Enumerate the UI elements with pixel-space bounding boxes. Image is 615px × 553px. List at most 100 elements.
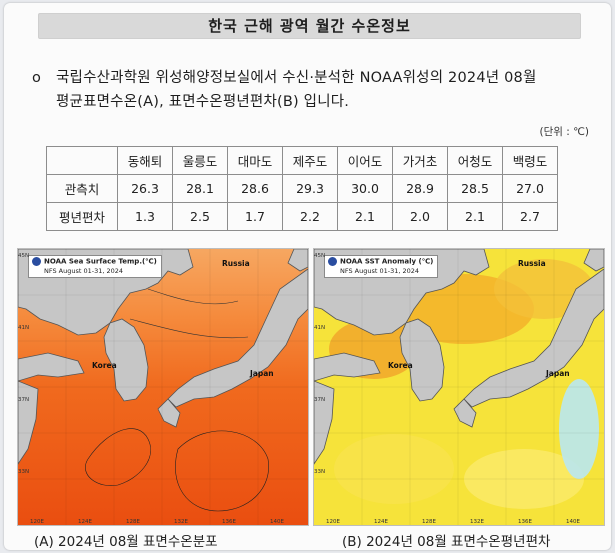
column-header: 동해퇴 (117, 146, 173, 175)
intro-line-1: 국립수산과학원 위성해양정보실에서 수신·분석한 NOAA위성의 2024년 0… (56, 70, 537, 86)
temperature-table: 동해퇴 울릉도 대마도 제주도 이어도 가거초 어청도 백령도 관측치 26.3… (46, 146, 558, 231)
document-page: 한국 근해 광역 월간 수온정보 o 국립수산과학원 위성해양정보실에서 수신·… (4, 3, 611, 550)
hokkaido-land (583, 249, 604, 272)
sst-legend: NOAA Sea Surface Temp.(℃) NFS August 01-… (28, 255, 162, 278)
column-header: 이어도 (337, 146, 393, 175)
table-cell: 29.3 (282, 174, 338, 203)
bullet-mark: o (32, 70, 42, 86)
column-header: 대마도 (227, 146, 283, 175)
japan-land (167, 268, 308, 408)
anomaly-legend: NOAA SST Anomaly (℃) NFS August 01-31, 2… (324, 255, 439, 278)
shandong-land (18, 352, 85, 382)
table-cell: 1.3 (117, 202, 173, 231)
table-cell: 28.6 (227, 174, 283, 203)
lat-tick: 33N (314, 469, 326, 475)
table-row: 평년편차 1.3 2.5 1.7 2.2 2.1 2.0 2.1 2.7 (46, 202, 558, 231)
lon-tick: 140E (270, 519, 284, 525)
lat-tick: 37N (18, 397, 30, 403)
table-cell: 2.5 (172, 202, 228, 231)
lat-tick: 45N (18, 253, 30, 259)
lat-tick: 41N (314, 325, 326, 331)
graticule (18, 249, 308, 525)
unit-label: (단위 : ℃) (539, 126, 589, 138)
contour-line (129, 318, 249, 339)
caption-sst: (A) 2024년 08월 표면수온분포 (34, 534, 218, 550)
korea-land (399, 318, 445, 402)
hokkaido-land (287, 249, 308, 272)
lat-tick: 41N (18, 325, 30, 331)
intro-paragraph: o 국립수산과학원 위성해양정보실에서 수신·분석한 NOAA위성의 2024년… (32, 66, 594, 114)
sst-map: NOAA Sea Surface Temp.(℃) NFS August 01-… (17, 248, 309, 526)
table-cell: 2.7 (502, 202, 558, 231)
table-header-row: 동해퇴 울릉도 대마도 제주도 이어도 가거초 어청도 백령도 (46, 146, 558, 175)
table-cell: 2.1 (447, 202, 503, 231)
lon-tick: 136E (518, 519, 532, 525)
lon-tick: 120E (30, 519, 44, 525)
graticule (314, 249, 604, 525)
noaa-logo-icon (328, 257, 337, 266)
table-cell: 2.1 (337, 202, 393, 231)
china-coast-land (314, 380, 335, 465)
table-cell: 28.1 (172, 174, 228, 203)
map-panels: NOAA Sea Surface Temp.(℃) NFS August 01-… (17, 248, 607, 526)
table-cell: 27.0 (502, 174, 558, 203)
lon-tick: 124E (374, 519, 388, 525)
table-cell: 28.5 (447, 174, 503, 203)
mild-patch (464, 449, 584, 509)
lat-tick: 45N (314, 253, 326, 259)
caption-anomaly: (B) 2024년 08월 표면수온평년편차 (342, 534, 551, 550)
lon-tick: 136E (222, 519, 236, 525)
sst-map-graphic (18, 249, 308, 525)
lon-tick: 132E (470, 519, 484, 525)
lon-tick: 128E (126, 519, 140, 525)
korea-label: Korea (92, 361, 117, 370)
japan-label: Japan (250, 369, 274, 378)
lon-tick: 132E (174, 519, 188, 525)
contour-line (147, 288, 239, 305)
china-coast-land (18, 380, 39, 465)
lon-tick: 120E (326, 519, 340, 525)
table-cell: 2.0 (392, 202, 448, 231)
column-header: 어청도 (447, 146, 503, 175)
russia-label: Russia (518, 259, 546, 268)
mild-patch (334, 434, 454, 504)
row-header: 관측치 (46, 174, 118, 203)
lat-tick: 33N (18, 469, 30, 475)
column-header: 제주도 (282, 146, 338, 175)
japan-land (463, 268, 604, 408)
lon-tick: 128E (422, 519, 436, 525)
column-header: 울릉도 (172, 146, 228, 175)
lat-tick: 37N (314, 397, 326, 403)
anomaly-legend-date: NFS August 01-31, 2024 (340, 266, 420, 275)
kyushu-land (157, 398, 181, 428)
table-cell: 1.7 (227, 202, 283, 231)
cool-patch (559, 379, 599, 479)
sst-legend-title: NOAA Sea Surface Temp.(℃) (44, 257, 157, 266)
lon-tick: 124E (78, 519, 92, 525)
contour-line (175, 430, 269, 512)
anomaly-map-graphic (314, 249, 604, 525)
shandong-land (314, 352, 381, 382)
intro-line-2: 평균표면수온(A), 표면수온평년편차(B) 입니다. (56, 94, 350, 110)
table-cell: 28.9 (392, 174, 448, 203)
japan-label: Japan (546, 369, 570, 378)
anomaly-legend-title: NOAA SST Anomaly (℃) (340, 257, 434, 266)
sst-legend-date: NFS August 01-31, 2024 (44, 266, 124, 275)
anomaly-map: NOAA SST Anomaly (℃) NFS August 01-31, 2… (313, 248, 605, 526)
page-title: 한국 근해 광역 월간 수온정보 (38, 13, 581, 39)
table-cell: 30.0 (337, 174, 393, 203)
lon-tick: 140E (566, 519, 580, 525)
column-header: 가거초 (392, 146, 448, 175)
korea-land (103, 318, 149, 402)
russia-label: Russia (222, 259, 250, 268)
noaa-logo-icon (32, 257, 41, 266)
column-header: 백령도 (502, 146, 558, 175)
table-row: 관측치 26.3 28.1 28.6 29.3 30.0 28.9 28.5 2… (46, 174, 558, 203)
contour-line (85, 428, 151, 486)
kyushu-land (453, 398, 477, 428)
korea-label: Korea (388, 361, 413, 370)
table-cell: 26.3 (117, 174, 173, 203)
row-header: 평년편차 (46, 202, 118, 231)
table-corner-cell (46, 146, 118, 175)
table-cell: 2.2 (282, 202, 338, 231)
